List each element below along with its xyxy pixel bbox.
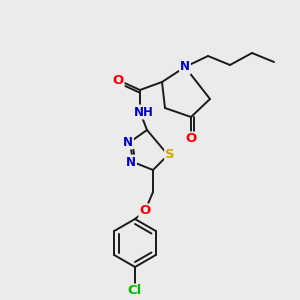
- Text: O: O: [140, 205, 151, 218]
- Text: O: O: [185, 133, 197, 146]
- Text: N: N: [123, 136, 133, 148]
- Text: N: N: [180, 61, 190, 74]
- Text: N: N: [126, 155, 136, 169]
- Text: Cl: Cl: [128, 284, 142, 298]
- Text: NH: NH: [134, 106, 154, 118]
- Text: O: O: [112, 74, 124, 86]
- Text: S: S: [165, 148, 175, 161]
